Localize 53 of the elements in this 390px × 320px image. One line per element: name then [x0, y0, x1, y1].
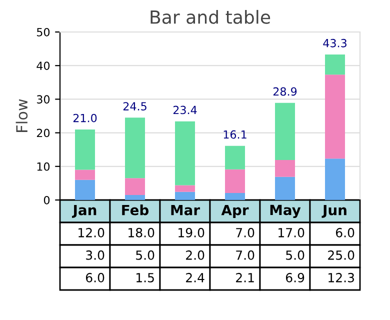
x-tick-label: Jan [72, 204, 96, 218]
x-tick-label: Feb [122, 204, 149, 216]
data-label: 3.0 [86, 250, 104, 260]
bar [325, 54, 345, 75]
bar [125, 178, 145, 195]
y-tick-label: 40 [36, 62, 50, 70]
bar [275, 160, 295, 177]
data-label: 2.0 [186, 250, 204, 260]
x-tick-label: May [270, 204, 301, 218]
y-axis-title: Flow [16, 99, 28, 132]
data-label: 6.9 [286, 272, 304, 282]
y-tick-label: 50 [36, 28, 50, 36]
bar [175, 192, 195, 200]
chart-title: Bar and table [150, 10, 270, 24]
data-label: 2.4 [186, 272, 204, 282]
data-label: 5.0 [136, 250, 154, 260]
data-label: 6.0 [336, 228, 354, 238]
bar [125, 194, 145, 200]
total-label: 28.9 [273, 87, 297, 96]
bar [175, 185, 195, 192]
total-label: 23.4 [173, 106, 197, 114]
total-label: 24.5 [123, 102, 146, 110]
bar [325, 74, 345, 159]
bar [225, 169, 245, 193]
bar [75, 129, 95, 170]
data-label: 19.0 [178, 228, 204, 238]
data-label: 17.0 [278, 228, 304, 238]
y-tick-label: 0 [44, 196, 50, 204]
data-label: 7.0 [236, 228, 254, 238]
total-label: 16.1 [224, 130, 246, 139]
data-label: 12.3 [328, 272, 354, 282]
bar [175, 121, 195, 186]
data-label: 5.0 [286, 250, 304, 260]
data-label: 2.1 [236, 272, 254, 282]
data-label: 7.0 [236, 250, 254, 260]
x-tick-label: Apr [221, 204, 249, 218]
data-label: 1.5 [136, 273, 154, 282]
data-label: 6.0 [86, 272, 104, 282]
total-label: 21.0 [73, 114, 97, 122]
x-tick-label: Mar [171, 204, 200, 216]
data-label: 12.0 [78, 228, 104, 238]
data-label: 18.0 [128, 228, 154, 238]
bar [225, 192, 245, 200]
bar [275, 102, 295, 160]
bar [75, 170, 95, 180]
y-tick-label: 10 [37, 162, 50, 171]
total-label: 43.3 [323, 38, 346, 48]
bar [225, 146, 245, 170]
x-tick-label: Jun [322, 204, 346, 218]
y-tick-label: 30 [36, 95, 50, 104]
data-label: 25.0 [328, 250, 354, 260]
bar [125, 118, 145, 178]
y-tick-label: 20 [36, 128, 50, 138]
